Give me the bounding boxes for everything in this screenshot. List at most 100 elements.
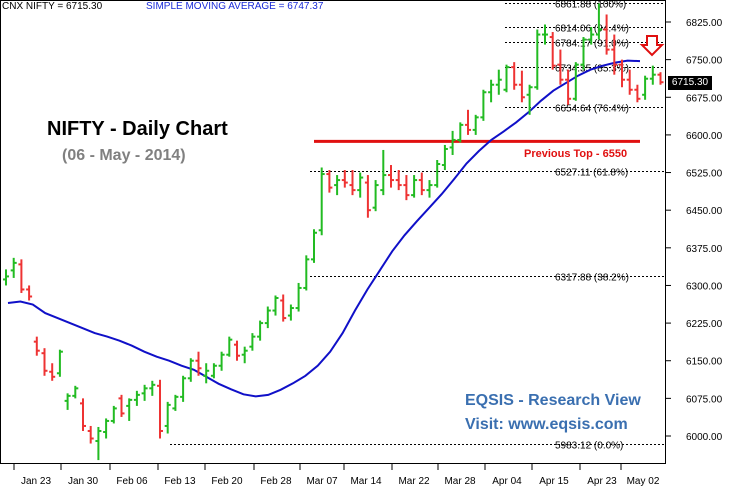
ohlc-bar	[334, 175, 341, 196]
down-arrow-icon	[639, 35, 665, 57]
ohlc-bar	[241, 346, 248, 364]
ohlc-bar	[603, 14, 610, 55]
ohlc-bar	[49, 363, 56, 381]
chart-title: NIFTY - Daily Chart	[47, 118, 228, 140]
ohlc-bar	[580, 37, 587, 70]
y-tick-label: 6825.00	[686, 18, 723, 29]
sma-series	[7, 59, 641, 398]
ohlc-bar	[280, 294, 287, 322]
ohlc-bar	[503, 64, 510, 93]
ohlc-bar	[56, 349, 63, 377]
y-tick-label: 6750.00	[686, 56, 723, 67]
ohlc-bar	[341, 170, 348, 188]
ohlc-bar	[126, 398, 133, 421]
ohlc-bar	[480, 89, 487, 121]
ohlc-bar	[110, 405, 117, 424]
ohlc-bar	[395, 170, 402, 191]
ohlc-bar	[634, 84, 641, 103]
ohlc-bar	[611, 34, 618, 75]
ohlc-bar	[195, 351, 202, 376]
ohlc-bar	[488, 79, 495, 103]
x-tick-label: Mar 07	[306, 476, 338, 487]
y-tick-label: 6075.00	[686, 394, 723, 405]
x-tick-label: Apr 04	[492, 476, 522, 487]
ohlc-bar	[187, 358, 194, 382]
x-tick-label: Mar 22	[398, 476, 430, 487]
x-tick-label: Jan 30	[68, 476, 98, 487]
ohlc-bar	[80, 398, 86, 431]
fib-label: 6654.64 (76.4%)	[555, 103, 629, 114]
sma-line	[7, 59, 641, 398]
chart-date: (06 - May - 2014)	[62, 147, 186, 164]
brand-url: Visit: www.eqsis.com	[465, 416, 628, 433]
x-axis: Jan 23 Jan 30 Feb 06 Feb 13 Feb 20 Feb 28 Mar …	[13, 463, 660, 487]
y-tick-label: 6675.00	[686, 93, 723, 104]
ohlc-bar	[449, 130, 456, 155]
ohlc-bar	[257, 320, 264, 341]
x-tick-label: Apr 15	[539, 476, 569, 487]
ohlc-bar	[588, 27, 595, 45]
ohlc-bar	[210, 363, 217, 379]
ohlc-bar	[619, 59, 625, 88]
ohlc-bar	[118, 394, 125, 417]
ohlc-bar	[26, 285, 33, 301]
ohlc-bar	[249, 333, 256, 351]
x-tick-label: Feb 20	[211, 476, 243, 487]
ohlc-bars	[3, 3, 664, 461]
ohlc-bar	[226, 336, 233, 357]
y-axis: 6825.00 6750.00 6675.00 6600.00 6525.00 6450.…	[666, 18, 723, 443]
ohlc-bar	[649, 65, 656, 85]
x-tick-label: Apr 23	[587, 476, 617, 487]
ohlc-bar	[172, 394, 179, 411]
fib-label: 5983.12 (0.0%)	[555, 440, 623, 451]
ohlc-bar	[264, 306, 271, 329]
ohlc-bar	[41, 348, 48, 376]
ohlc-bar	[526, 84, 533, 115]
ohlc-bar	[33, 336, 40, 356]
ohlc-bar	[87, 425, 94, 444]
ohlc-bar	[10, 257, 17, 278]
ohlc-bar	[103, 418, 110, 439]
ohlc-bar	[326, 170, 333, 193]
ohlc-bar	[534, 29, 541, 90]
y-tick-label: 6600.00	[686, 131, 723, 142]
y-tick-label: 6525.00	[686, 169, 723, 180]
x-tick-label: Jan 23	[21, 476, 51, 487]
y-tick-label: 6000.00	[686, 432, 723, 443]
fib-label: 6861.88 (100%)	[555, 0, 626, 10]
x-tick-label: Feb 28	[260, 476, 292, 487]
ohlc-bar	[426, 180, 433, 198]
ohlc-bar	[218, 351, 225, 371]
x-tick-label: May 02	[627, 476, 660, 487]
ohlc-bar	[595, 3, 602, 40]
ohlc-bar	[180, 375, 187, 402]
ohlc-bar	[380, 149, 387, 196]
ohlc-bar	[434, 160, 441, 188]
ohlc-bar	[149, 380, 156, 396]
fib-label: 6527.11 (61.8%)	[555, 167, 628, 178]
ohlc-bar	[3, 269, 9, 286]
ohlc-bar	[472, 114, 479, 135]
ohlc-bar	[441, 144, 448, 171]
ohlc-bar	[272, 295, 279, 316]
last-price-tag: 6715.30	[668, 76, 712, 90]
y-tick-label: 6300.00	[686, 281, 723, 292]
ohlc-bar	[164, 401, 171, 434]
ohlc-bar	[95, 426, 102, 461]
ohlc-bar	[388, 165, 394, 188]
fib-label: 6317.88 (38.2%)	[555, 272, 629, 283]
sma-header: SIMPLE MOVING AVERAGE = 6747.37	[146, 1, 324, 12]
ohlc-bar	[311, 229, 317, 263]
ohlc-bar	[657, 72, 664, 85]
ohlc-bar	[572, 62, 579, 101]
ohlc-bar	[133, 390, 140, 406]
ohlc-bar	[318, 167, 325, 236]
ohlc-bar	[64, 393, 71, 410]
ohlc-bar	[349, 170, 356, 196]
ohlc-bar	[403, 175, 410, 201]
ohlc-bar	[364, 175, 371, 218]
x-tick-label: Mar 28	[444, 476, 476, 487]
ohlc-bar	[518, 70, 525, 103]
x-tick-label: Feb 13	[164, 476, 196, 487]
ohlc-bar	[511, 62, 518, 90]
